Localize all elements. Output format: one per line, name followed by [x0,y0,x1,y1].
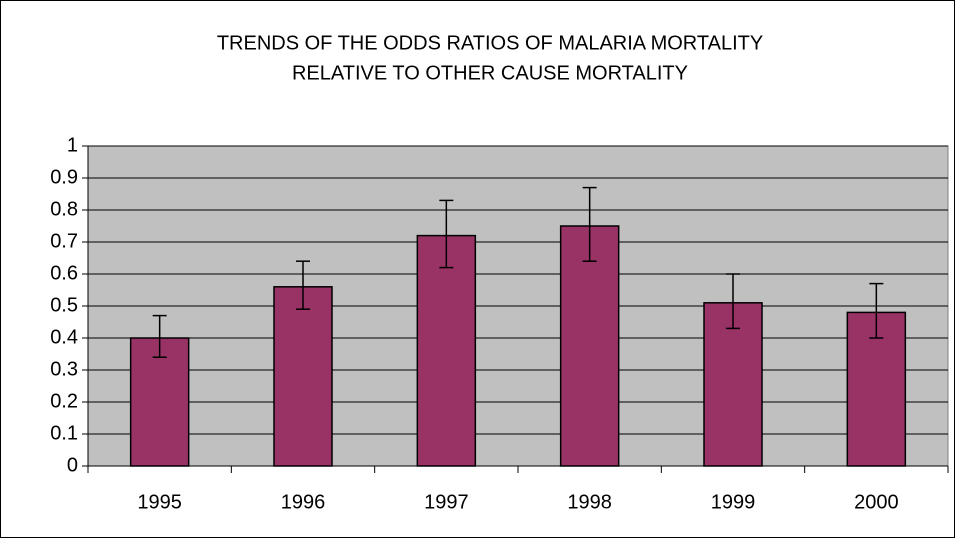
chart-title: TRENDS OF THE ODDS RATIOS OF MALARIA MOR… [217,32,763,54]
y-tick-label: 1 [67,134,78,156]
y-tick-label: 0.5 [50,294,78,316]
x-tick-label: 1997 [424,491,469,513]
bar [129,337,190,467]
error-bar [869,282,884,339]
error-bar [439,199,454,269]
bar [703,302,763,467]
y-tick-label: 0.9 [50,166,78,188]
y-tick-label: 0.4 [50,326,78,348]
error-bar [582,186,597,262]
x-tick-label: 1995 [137,491,182,513]
y-tick-label: 0.3 [50,358,78,380]
error-bar [726,273,740,330]
x-tick-label: 1999 [711,491,756,513]
y-tick-label: 0.7 [50,230,78,252]
chart-title: RELATIVE TO OTHER CAUSE MORTALITY [292,62,688,84]
bar [559,225,620,467]
x-tick-label: 2000 [854,491,899,513]
bar [416,234,477,467]
bar [273,286,333,467]
x-tick-label: 1996 [281,491,326,513]
error-bar [152,314,167,358]
y-tick-label: 0.1 [50,422,78,444]
x-tick-label: 1998 [567,491,612,513]
y-tick-label: 0 [67,454,78,476]
error-bar [296,260,310,310]
y-tick-label: 0.8 [50,198,78,220]
y-tick-label: 0.2 [50,390,78,412]
y-tick-label: 0.6 [50,262,78,284]
